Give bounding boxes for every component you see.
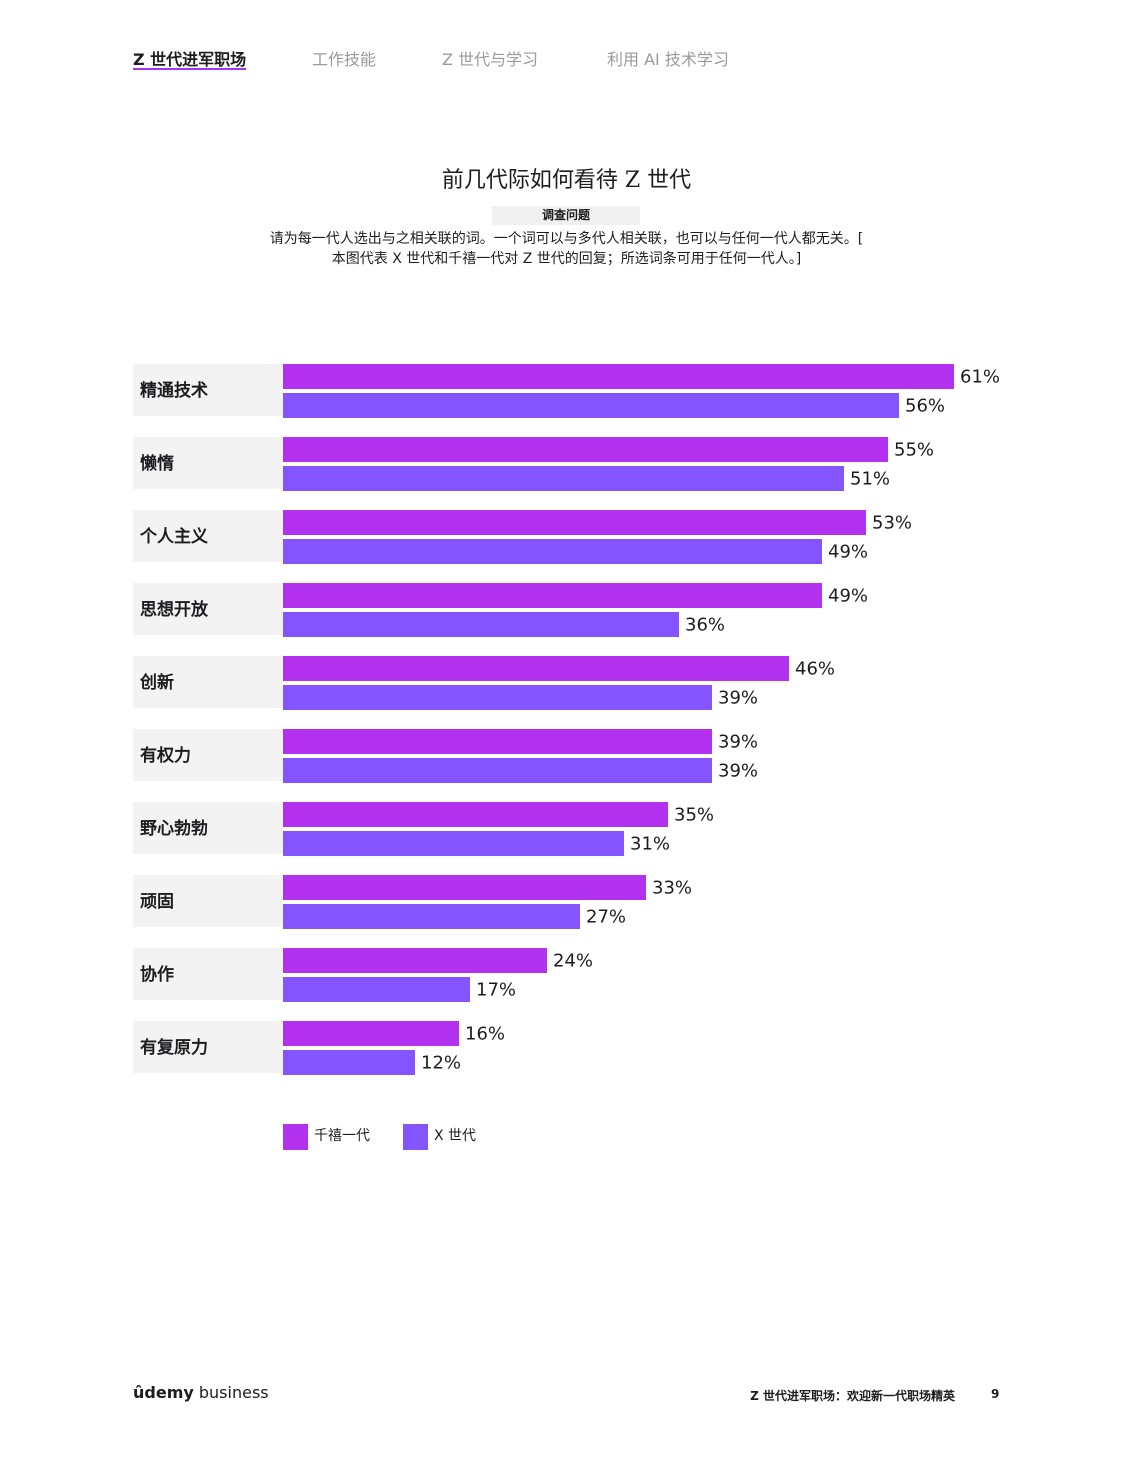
- category-background: [133, 437, 283, 489]
- data-label: 51%: [850, 469, 890, 490]
- bar-gen-x: [283, 977, 470, 1002]
- bar-millennials: [283, 656, 789, 681]
- category-label: 个人主义: [139, 526, 208, 547]
- survey-question: 请为每一代人选出与之相关联的词。一个词可以与多代人相关联，也可以与任何一代人都无…: [0, 229, 1133, 269]
- data-label: 56%: [905, 396, 945, 417]
- tab-work-skills[interactable]: 工作技能: [312, 46, 376, 70]
- category-background: [133, 875, 283, 927]
- category-label: 思想开放: [140, 599, 209, 620]
- tab-ai-learning[interactable]: 利用 AI 技术学习: [607, 46, 729, 70]
- bar-gen-x: [283, 831, 624, 856]
- bar-millennials: [283, 729, 712, 754]
- data-label: 16%: [465, 1024, 505, 1045]
- bar-millennials: [283, 510, 866, 535]
- data-label: 55%: [894, 440, 934, 461]
- category-background: [133, 729, 283, 781]
- category-background: [133, 510, 283, 562]
- bar-gen-x: [283, 904, 580, 929]
- bar-gen-x: [283, 758, 712, 783]
- category-background: [133, 364, 283, 416]
- bar-millennials: [283, 437, 888, 462]
- bar-gen-x: [283, 466, 844, 491]
- bar-gen-x: [283, 393, 899, 418]
- data-label: 31%: [630, 834, 670, 855]
- category-label: 创新: [139, 672, 174, 693]
- logo-brand: ûdemy: [133, 1383, 194, 1402]
- legend-label-gen-x: X 世代: [434, 1128, 477, 1144]
- data-label: 49%: [828, 586, 868, 607]
- data-label: 27%: [586, 907, 626, 928]
- bar-millennials: [283, 583, 822, 608]
- udemy-business-logo: ûdemy business: [133, 1383, 269, 1402]
- data-label: 24%: [553, 951, 593, 972]
- category-label: 协作: [140, 964, 174, 985]
- category-background: [133, 802, 283, 854]
- data-label: 49%: [828, 542, 868, 563]
- legend-swatch-millennials: [283, 1124, 308, 1150]
- category-background: [133, 583, 283, 635]
- top-navigation: Z 世代进军职场 工作技能 Z 世代与学习 利用 AI 技术学习: [0, 46, 1133, 76]
- bar-gen-x: [283, 612, 679, 637]
- tab-label: 工作技能: [312, 50, 377, 69]
- data-label: 17%: [476, 980, 516, 1001]
- page-number: 9: [991, 1387, 1000, 1401]
- active-tab-underline: [133, 68, 247, 70]
- tab-label: 利用 AI 技术学习: [607, 50, 729, 69]
- bar-millennials: [283, 1021, 459, 1046]
- tab-label: Z 世代与学习: [442, 50, 539, 69]
- data-label: 61%: [960, 367, 1000, 388]
- data-label: 33%: [652, 878, 692, 899]
- bar-chart: 精通技术61%56%懒惰55%51%个人主义53%49%思想开放49%36%创新…: [133, 364, 1000, 1075]
- chart-title: 前几代际如何看待 Z 世代: [441, 168, 692, 193]
- question-label: 调查问题: [492, 206, 640, 225]
- data-label: 46%: [795, 659, 835, 680]
- data-label: 39%: [718, 688, 758, 709]
- legend-label-millennials: 千禧一代: [314, 1128, 370, 1144]
- category-label: 懒惰: [140, 453, 174, 474]
- data-label: 12%: [421, 1053, 461, 1074]
- category-background: [133, 948, 283, 1000]
- category-label: 有复原力: [140, 1037, 208, 1058]
- category-background: [133, 1021, 283, 1073]
- tab-gen-z-learning[interactable]: Z 世代与学习: [442, 46, 538, 70]
- bar-millennials: [283, 875, 646, 900]
- bar-millennials: [283, 948, 547, 973]
- bar-millennials: [283, 802, 668, 827]
- bar-gen-x: [283, 539, 822, 564]
- category-label: 精通技术: [140, 380, 208, 401]
- logo-suffix: business: [193, 1383, 269, 1402]
- footer-doc-title: Z 世代进军职场：欢迎新一代职场精英: [750, 1389, 955, 1403]
- bar-gen-x: [283, 685, 712, 710]
- data-label: 35%: [674, 805, 714, 826]
- legend-swatch-gen-x: [403, 1124, 428, 1150]
- data-label: 53%: [872, 513, 912, 534]
- data-label: 36%: [685, 615, 725, 636]
- data-label: 39%: [718, 761, 758, 782]
- category-label: 顽固: [140, 892, 174, 912]
- bar-gen-x: [283, 1050, 415, 1075]
- survey-question-line-2: 本图代表 X 世代和千禧一代对 Z 世代的回复；所选词条可用于任何一代人。]: [331, 251, 802, 267]
- survey-question-line-1: 请为每一代人选出与之相关联的词。一个词可以与多代人相关联，也可以与任何一代人都无…: [269, 231, 864, 247]
- tab-gen-z-workplace[interactable]: Z 世代进军职场: [133, 46, 247, 70]
- category-label: 有权力: [140, 745, 191, 766]
- bar-millennials: [283, 364, 954, 389]
- tab-label: Z 世代进军职场: [133, 50, 247, 69]
- data-label: 39%: [718, 732, 758, 753]
- category-background: [133, 656, 283, 708]
- category-label: 野心勃勃: [140, 818, 208, 839]
